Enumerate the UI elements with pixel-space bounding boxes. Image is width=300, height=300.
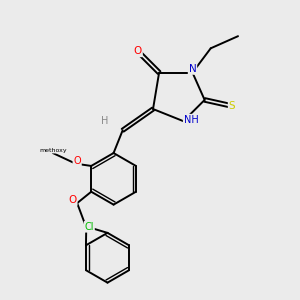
Text: Cl: Cl [85, 222, 94, 232]
Text: methoxy: methoxy [39, 148, 67, 153]
Text: O: O [134, 46, 142, 56]
Text: N: N [189, 64, 196, 74]
Text: NH: NH [184, 115, 198, 124]
Text: O: O [73, 156, 81, 166]
Text: O: O [68, 195, 77, 205]
Text: S: S [229, 101, 235, 111]
Text: H: H [101, 116, 108, 126]
